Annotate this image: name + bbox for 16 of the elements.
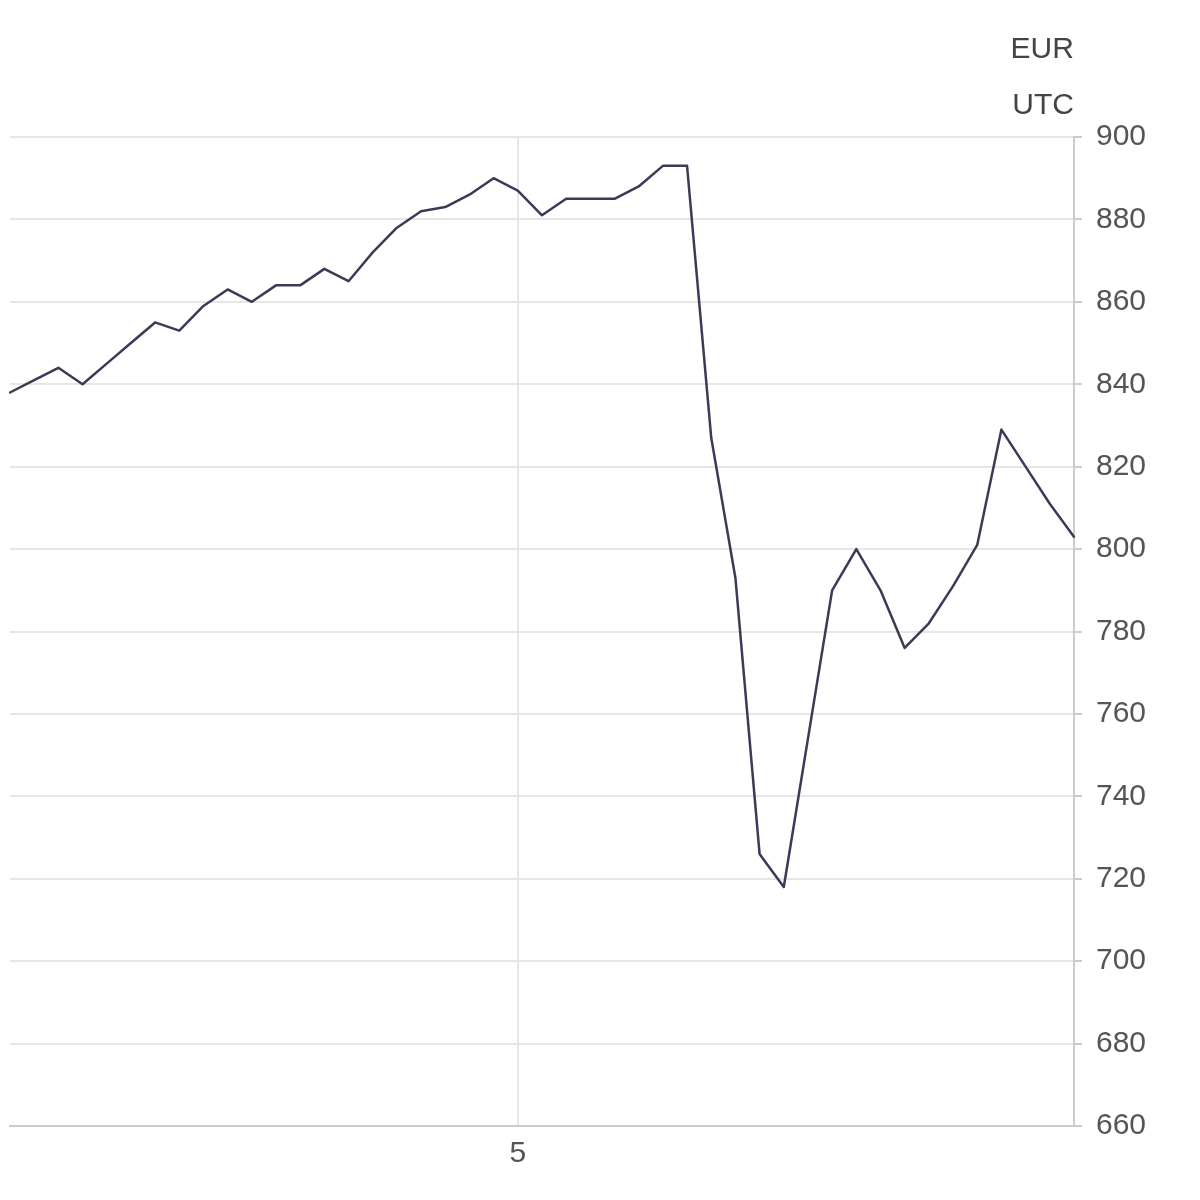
- y-tick-label: 860: [1095, 283, 1147, 317]
- y-tick-label: 740: [1095, 777, 1147, 811]
- y-tick-label: 720: [1095, 860, 1147, 894]
- y-tick-label: 780: [1095, 612, 1147, 646]
- y-tick-label: 800: [1095, 530, 1147, 564]
- y-tick-label: 760: [1095, 695, 1147, 729]
- y-tick-label: 880: [1095, 200, 1147, 234]
- y-tick-label: 700: [1095, 942, 1147, 976]
- chart-subtitle: UTC: [1012, 87, 1074, 121]
- y-tick-label: 660: [1095, 1107, 1147, 1141]
- x-tick-label: 5: [509, 1135, 527, 1169]
- y-tick-label: 900: [1095, 118, 1147, 152]
- y-tick-label: 840: [1095, 365, 1147, 399]
- y-tick-label: 680: [1095, 1024, 1147, 1058]
- y-tick-label: 820: [1095, 447, 1147, 481]
- chart-title: EUR: [1010, 31, 1074, 65]
